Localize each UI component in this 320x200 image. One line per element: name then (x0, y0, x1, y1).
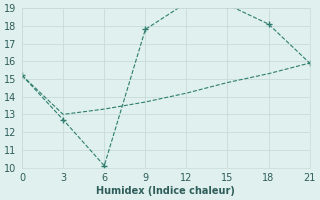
X-axis label: Humidex (Indice chaleur): Humidex (Indice chaleur) (96, 186, 235, 196)
